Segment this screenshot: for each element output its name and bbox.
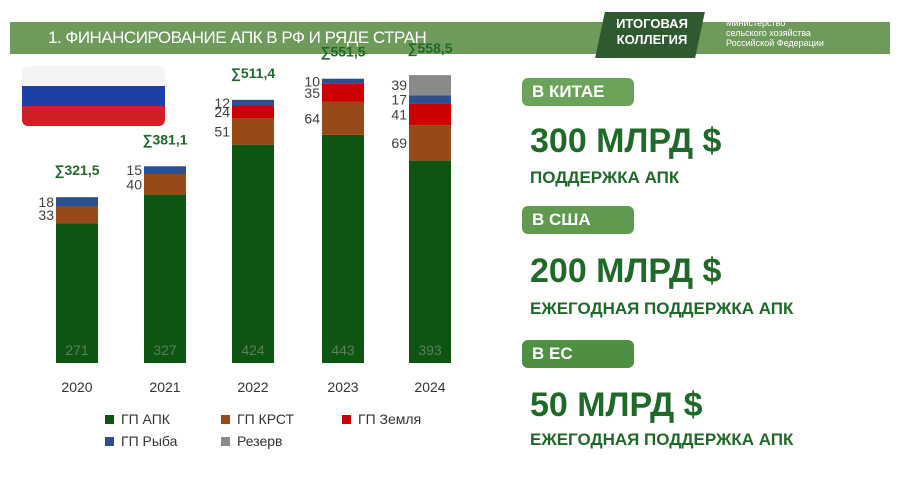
legend-item-ryba: ГП Рыба [105,433,177,449]
usa-badge: В США [522,206,634,234]
total-label: ∑558,5 [407,40,452,57]
logo-text: ИТОГОВАЯ КОЛЛЕГИЯ [602,16,702,48]
logo-line1: ИТОГОВАЯ [616,16,688,31]
data-label: 10 [304,73,320,89]
eu-caption: ЕЖЕГОДНАЯ ПОДДЕРЖКА АПК [530,430,794,449]
total-label: ∑321,5 [54,162,99,179]
legend-swatch-zemlya [342,414,351,424]
data-label: 18 [38,194,54,210]
ministry-line: сельского хозяйства [726,28,811,38]
bar-segment [144,166,186,174]
logo: ИТОГОВАЯ КОЛЛЕГИЯ Министерство сельского… [578,10,878,60]
data-label: 12 [214,95,230,111]
bar-segment [144,194,186,363]
china-caption: ПОДДЕРЖКА АПК [530,168,680,187]
legend-item-krst: ГП КРСТ [221,411,294,427]
bar-segment [322,134,364,363]
bar-segment [56,223,98,363]
bar-segment [56,197,98,207]
legend-item-apk: ГП АПК [105,411,170,427]
data-label: 424 [241,342,265,358]
legend-item-rezerv: Резерв [221,433,282,449]
data-label: 15 [126,162,142,178]
bar-segment [409,95,451,104]
legend-swatch-rezerv [221,436,230,446]
ministry-line: Министерство [726,18,786,28]
data-label: 17 [391,92,407,108]
data-label: 393 [418,342,442,358]
russia-flag-icon [22,66,165,126]
china-badge: В КИТАЕ [522,78,634,106]
ministry-name: Министерство сельского хозяйства Российс… [726,18,876,48]
page-title: 1. ФИНАНСИРОВАНИЕ АПК В РФ И РЯДЕ СТРАН [48,28,427,47]
data-label: 33 [38,207,54,223]
data-label: 327 [153,342,177,358]
legend-swatch-apk [105,414,114,424]
data-label: 40 [126,176,142,192]
x-tick-label: 2022 [237,379,268,395]
data-label: 271 [65,342,89,358]
bar-segment [232,144,274,363]
legend-label: Резерв [237,433,283,449]
legend-swatch-krst [221,414,230,424]
legend-swatch-ryba [105,436,114,446]
bar-segment [322,101,364,135]
bar-segment [322,78,364,84]
data-label: 51 [214,124,230,140]
logo-line2: КОЛЛЕГИЯ [616,32,688,47]
data-label: 41 [391,107,407,123]
data-label: 35 [304,85,320,101]
data-label: 443 [331,342,355,358]
x-tick-label: 2024 [414,379,445,395]
bar-segment [232,118,274,145]
total-label: ∑511,4 [231,65,275,82]
bar-segment [232,106,274,119]
x-tick-label: 2020 [61,379,92,395]
bar-segment [56,206,98,224]
x-tick-label: 2023 [327,379,358,395]
bar-segment [232,99,274,107]
data-label: 39 [391,77,407,93]
data-label: 24 [214,104,230,120]
bar-segment [409,125,451,161]
header-bar [10,22,890,54]
bar-segment [144,173,186,195]
data-label: 64 [304,110,320,126]
legend-label: ГП Земля [358,411,422,427]
eu-amount: 50 МЛРД $ [530,386,703,424]
china-label: В КИТАЕ [532,82,605,101]
bar-segment [409,75,451,96]
total-label: ∑551,5 [320,44,365,61]
bar-segment [409,103,451,126]
usa-amount: 200 МЛРД $ [530,252,722,290]
eu-label: В ЕС [532,344,573,363]
legend-label: ГП АПК [121,411,170,427]
usa-label: В США [532,210,591,229]
legend-label: ГП КРСТ [237,411,295,427]
eu-badge: В ЕС [522,340,634,368]
usa-caption: ЕЖЕГОДНАЯ ПОДДЕРЖКА АПК [530,299,794,318]
ministry-line: Российской Федерации [726,38,824,48]
legend-item-zemlya: ГП Земля [342,411,421,427]
legend-label: ГП Рыба [121,433,178,449]
x-tick-label: 2021 [149,379,180,395]
china-amount: 300 МЛРД $ [530,122,722,160]
bar-segment [409,160,451,363]
bar-segment [322,83,364,102]
data-label: 69 [391,135,407,151]
total-label: ∑381,1 [142,131,187,148]
